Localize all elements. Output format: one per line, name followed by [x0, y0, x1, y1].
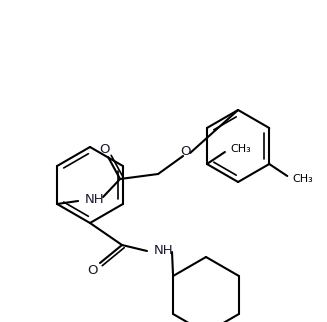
- Text: NH: NH: [85, 193, 105, 205]
- Text: CH₃: CH₃: [292, 174, 313, 184]
- Text: O: O: [180, 145, 190, 157]
- Text: O: O: [87, 264, 97, 278]
- Text: CH₃: CH₃: [230, 144, 251, 154]
- Text: NH: NH: [154, 243, 174, 257]
- Text: O: O: [99, 143, 109, 156]
